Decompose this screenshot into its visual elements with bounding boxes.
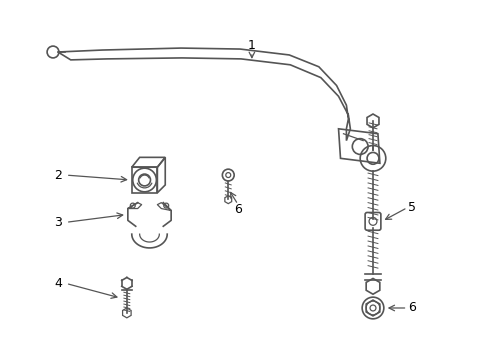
Text: 1: 1	[248, 39, 256, 51]
Text: 6: 6	[234, 203, 242, 216]
Text: 3: 3	[54, 216, 62, 229]
Text: 5: 5	[408, 201, 416, 214]
Text: 6: 6	[409, 301, 416, 315]
Text: 4: 4	[54, 277, 62, 290]
Text: 2: 2	[54, 168, 62, 181]
